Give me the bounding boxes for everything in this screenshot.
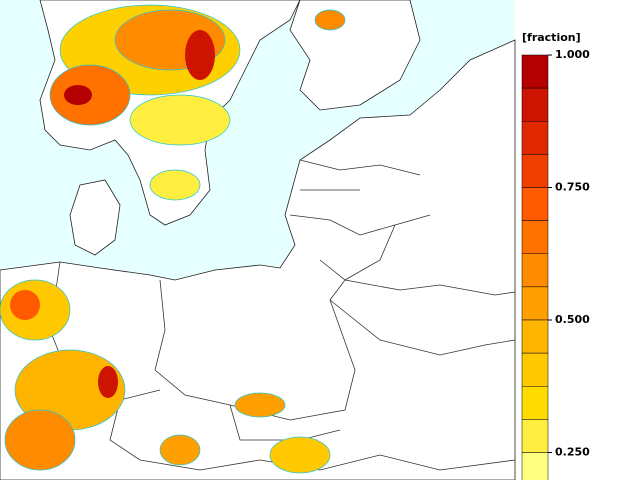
colorbar-segment <box>521 187 549 221</box>
field-patch <box>185 30 215 80</box>
colorbar-segment <box>521 319 549 354</box>
denmark <box>69 179 121 256</box>
colorbar-segment <box>521 452 549 480</box>
colorbar-segment <box>521 87 549 122</box>
field-patch <box>98 366 118 398</box>
colorbar-tick-label: 0.750 <box>555 181 590 194</box>
mainland <box>0 39 516 480</box>
map <box>0 0 516 480</box>
colorbar-title: [fraction] <box>522 31 581 44</box>
colorbar-segment <box>521 220 549 254</box>
colorbar-segment <box>521 286 549 321</box>
field-patch <box>64 85 92 105</box>
colorbar-segment <box>521 54 549 89</box>
field-patch <box>234 392 286 418</box>
field-patch <box>314 9 346 31</box>
colorbar-tick-label: 0.500 <box>555 313 590 326</box>
cloud-fraction-field <box>0 4 346 474</box>
colorbar-tick-label: 0.250 <box>555 446 590 459</box>
field-patch <box>10 290 40 320</box>
field-patch <box>159 434 201 466</box>
colorbar-segment <box>521 419 549 453</box>
field-patch <box>149 169 201 201</box>
field-patch <box>129 94 231 146</box>
field-patch <box>269 436 331 474</box>
colorbar-tick-label: 1.000 <box>555 48 590 61</box>
colorbar-segment <box>521 121 549 155</box>
colorbar: [fraction] 1.000 0.750 0.500 0.250 <box>521 31 590 480</box>
colorbar-segment <box>521 352 549 387</box>
colorbar-segment <box>521 154 549 188</box>
colorbar-segment <box>521 253 549 288</box>
field-patch <box>4 409 76 471</box>
colorbar-segment <box>521 386 549 420</box>
